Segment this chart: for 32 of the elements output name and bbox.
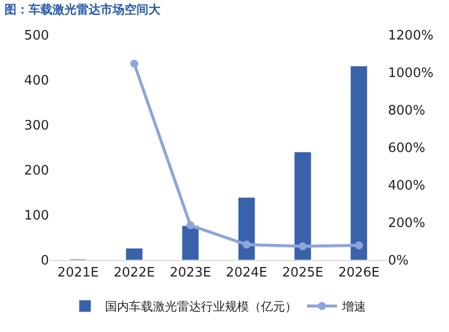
y2-tick-label: 1000% [388, 66, 434, 82]
y-tick-label: 300 [24, 118, 49, 134]
x-tick-label: 2022E [114, 266, 155, 281]
point [354, 241, 363, 250]
bar [238, 197, 256, 260]
x-tick-label: 2023E [170, 266, 212, 281]
y-tick-label: 100 [24, 208, 49, 224]
y2-tick-label: 400% [388, 178, 426, 194]
bar [182, 226, 200, 260]
y2-tick-label: 200% [388, 216, 426, 232]
y2-tick-label: 1200% [388, 28, 434, 44]
x-tick-label: 2021E [57, 266, 99, 281]
y-tick-label: 400 [24, 74, 49, 89]
y2-tick-label: 600% [388, 141, 426, 156]
x-tick-label: 2026E [338, 266, 380, 281]
legend-label: 国内车载激光雷达行业规模（亿元） [105, 300, 297, 314]
point [242, 240, 251, 249]
bar [126, 248, 143, 260]
y-tick-label: 500 [24, 28, 49, 44]
legend-label: 增速 [341, 300, 366, 314]
bar [350, 66, 368, 260]
point [130, 60, 138, 68]
x-tick-label: 2025E [282, 266, 324, 281]
chart-title: 图：车载激光雷达市场空间大 [4, 2, 162, 16]
point [186, 221, 194, 230]
x-tick-label: 2024E [226, 266, 268, 281]
point [298, 242, 307, 250]
bar [294, 152, 312, 260]
y2-tick-label: 0% [388, 254, 409, 269]
y-tick-label: 0 [40, 254, 49, 269]
y-tick-label: 200 [24, 164, 49, 179]
y2-tick-label: 800% [388, 104, 426, 119]
